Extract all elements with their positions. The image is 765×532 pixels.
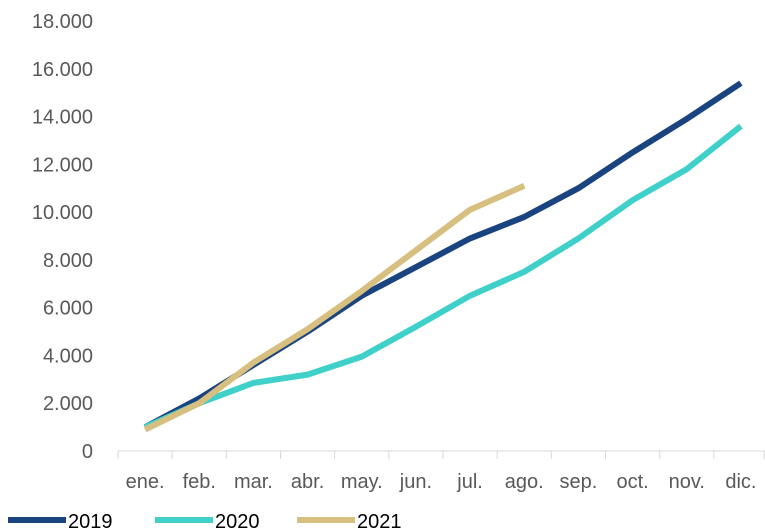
x-tick-label: oct. — [616, 471, 648, 493]
series-line-2021 — [143, 183, 526, 433]
x-tick-label: dic. — [725, 471, 756, 493]
y-tick-label: 14.000 — [32, 107, 93, 129]
x-tick-label: sep. — [560, 471, 598, 493]
y-tick-label: 18.000 — [32, 11, 93, 33]
y-tick-label: 12.000 — [32, 154, 93, 176]
x-tick-label: ene. — [126, 471, 165, 493]
x-tick-label: jun. — [399, 471, 432, 493]
y-tick-label: 0 — [82, 441, 93, 463]
axes — [117, 450, 765, 459]
x-tick-label: may. — [341, 471, 383, 493]
y-tick-label: 8.000 — [43, 250, 93, 272]
y-tick-label: 6.000 — [43, 298, 93, 320]
series-lines — [143, 80, 743, 433]
series-line-2020 — [143, 123, 743, 430]
x-tick-label: mar. — [234, 471, 273, 493]
x-tick-label: feb. — [183, 471, 216, 493]
x-axis-ticks: ene. feb. mar. abr. may. jun. jul. ago. sep. oct.… — [126, 471, 757, 493]
legend-label-2019: 2019 — [68, 511, 113, 532]
x-tick-label: ago. — [505, 471, 544, 493]
x-tick-label: jul. — [456, 471, 483, 493]
y-tick-label: 4.000 — [43, 345, 93, 367]
y-tick-label: 16.000 — [32, 59, 93, 81]
legend-label-2020: 2020 — [215, 511, 260, 532]
y-tick-label: 2.000 — [43, 393, 93, 415]
x-tick-label: nov. — [669, 471, 705, 493]
x-tick-label: abr. — [291, 471, 324, 493]
y-tick-label: 10.000 — [32, 202, 93, 224]
legend-label-2021: 2021 — [357, 511, 402, 532]
y-axis-ticks: 0 2.000 4.000 6.000 8.000 10.000 12.000 14.000 1… — [32, 11, 93, 463]
legend: 2019 2020 2021 — [8, 511, 402, 532]
